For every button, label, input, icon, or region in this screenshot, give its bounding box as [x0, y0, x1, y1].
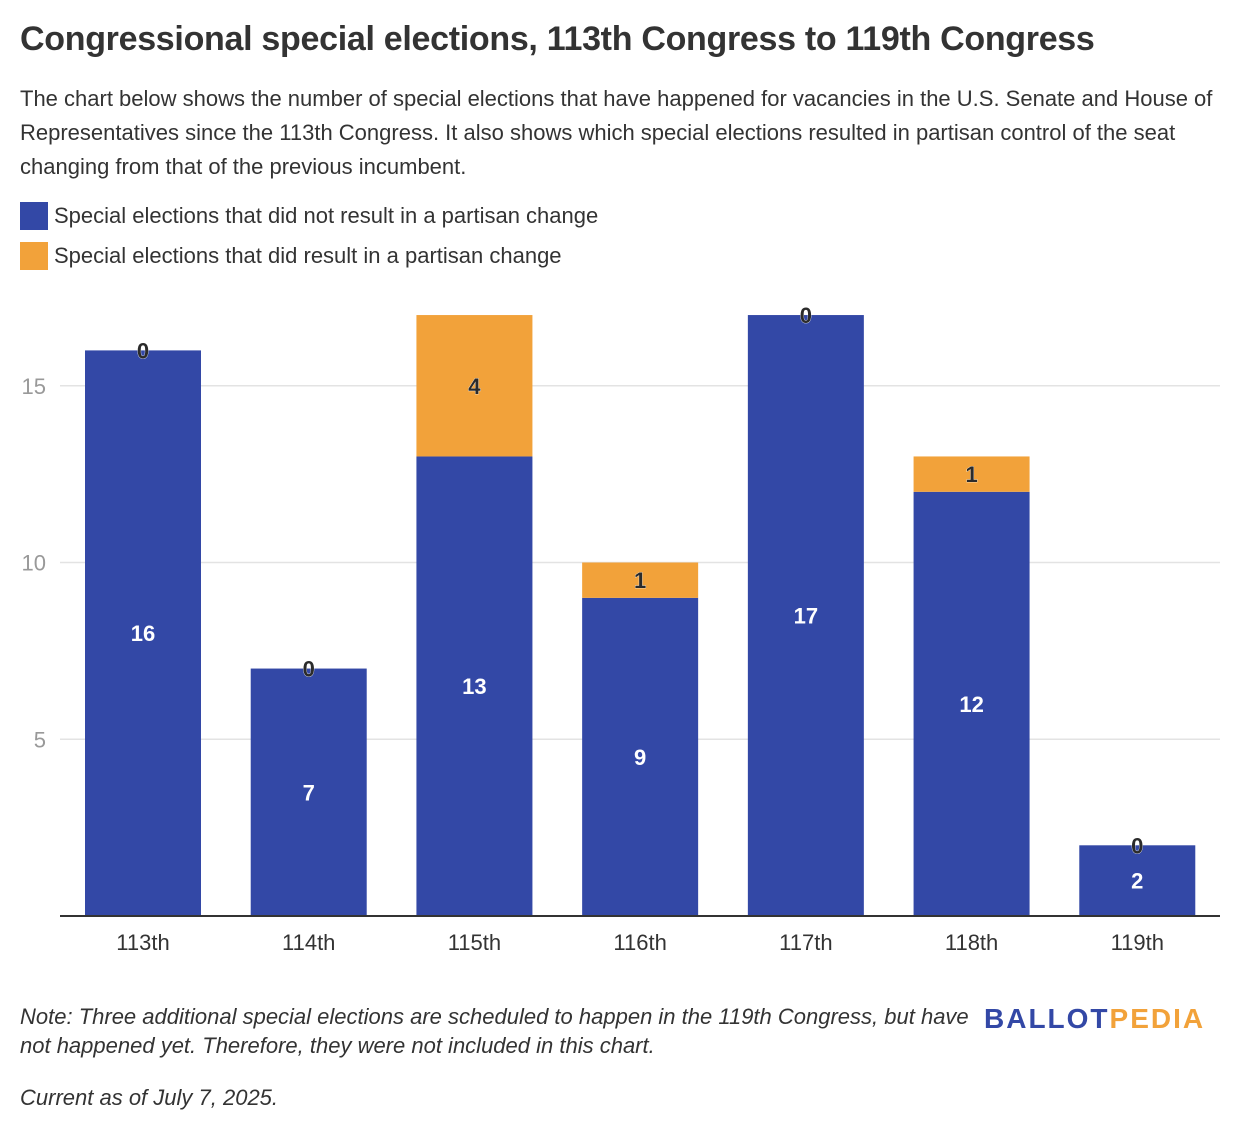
- data-label: 4: [468, 374, 481, 399]
- y-tick-label: 5: [34, 727, 46, 752]
- chart-title: Congressional special elections, 113th C…: [20, 20, 1095, 58]
- logo-part-ballot: BALLOT: [984, 1003, 1110, 1034]
- data-label: 7: [303, 780, 315, 805]
- chart-subtitle: The chart below shows the number of spec…: [20, 86, 1213, 179]
- x-tick-label: 114th: [282, 930, 335, 955]
- footnote: Note: Three additional special elections…: [20, 1004, 969, 1058]
- legend-item-change: Special elections that did result in a p…: [20, 242, 598, 270]
- data-label: 0: [800, 303, 812, 328]
- bar-segment: [250, 668, 367, 916]
- legend-item-no-change: Special elections that did not result in…: [20, 202, 598, 230]
- data-label: 16: [131, 621, 155, 646]
- bar-segment: [416, 456, 533, 916]
- x-tick-label: 113th: [116, 930, 169, 955]
- data-label: 0: [303, 657, 315, 682]
- bar-segment: [913, 491, 1030, 916]
- bar-segment: [913, 456, 1030, 492]
- bar-segment: [582, 597, 699, 916]
- bar-segment: [747, 315, 864, 916]
- data-label: 12: [959, 692, 983, 717]
- y-tick-label: 10: [22, 551, 46, 576]
- data-label: 0: [1131, 833, 1143, 858]
- x-tick-label: 116th: [613, 930, 666, 955]
- ballotpedia-logo: BALLOTPEDIA: [984, 1003, 1205, 1035]
- legend-label-change: Special elections that did result in a p…: [54, 243, 562, 268]
- x-tick-label: 119th: [1111, 930, 1164, 955]
- current-as-of: Current as of July 7, 2025.: [20, 1085, 279, 1110]
- bar-segment: [582, 562, 699, 598]
- data-label: 1: [634, 568, 646, 593]
- stacked-bar-chart: 51015160113th70114th134115th91116th17011…: [22, 303, 1220, 955]
- legend-swatch-change: [20, 242, 48, 270]
- legend-label-no-change: Special elections that did not result in…: [54, 203, 599, 228]
- x-tick-label: 117th: [779, 930, 832, 955]
- x-tick-label: 115th: [448, 930, 501, 955]
- legend: Special elections that did not result in…: [20, 202, 598, 282]
- data-label: 2: [1131, 869, 1143, 894]
- data-label: 9: [634, 745, 646, 770]
- data-label: 13: [462, 674, 486, 699]
- logo-part-pedia: PEDIA: [1109, 1003, 1206, 1034]
- bar-segment: [1079, 845, 1196, 916]
- y-tick-label: 15: [22, 374, 46, 399]
- data-label: 0: [137, 338, 149, 363]
- legend-swatch-no-change: [20, 202, 48, 230]
- data-label: 1: [965, 462, 977, 487]
- bar-segment: [416, 315, 533, 457]
- x-tick-label: 118th: [945, 930, 998, 955]
- bar-segment: [85, 350, 201, 916]
- data-label: 17: [794, 604, 818, 629]
